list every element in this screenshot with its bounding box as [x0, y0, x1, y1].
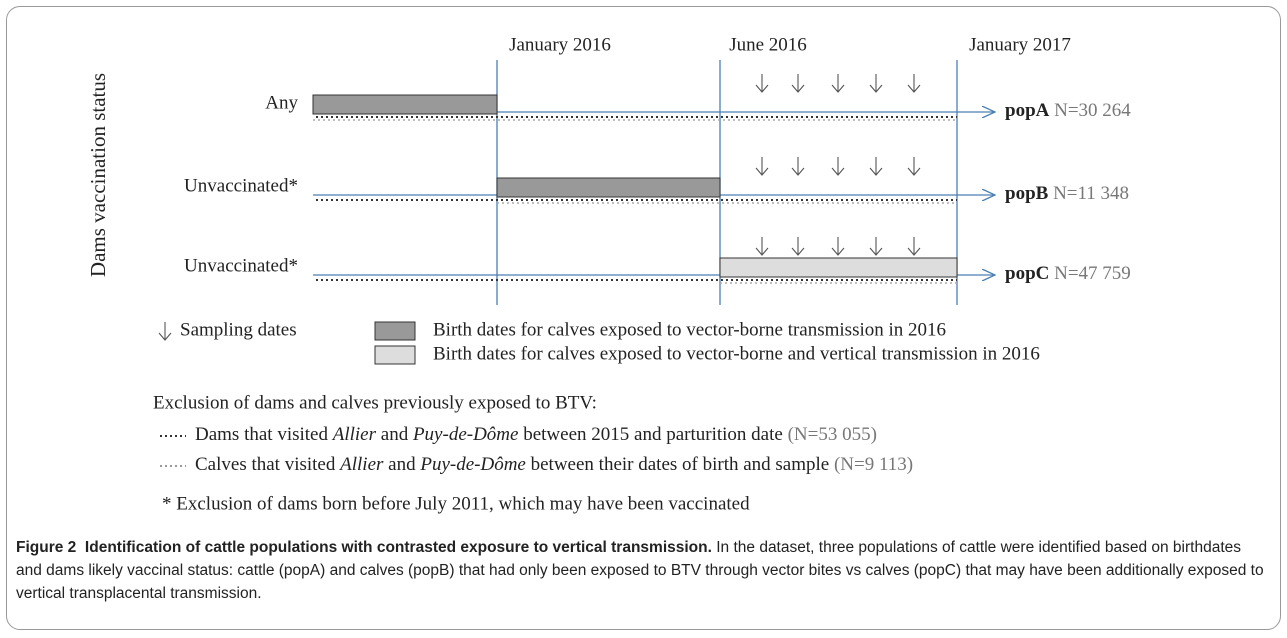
caption-text: In the dataset, three populations of cat…	[16, 539, 1264, 602]
sampling-arrow	[791, 247, 805, 256]
caption-label: Figure 2	[16, 539, 77, 556]
exclusion-segment: (N=9 113)	[834, 454, 913, 475]
population-count: N=47 759	[1054, 263, 1131, 284]
exclusion-segment: and	[376, 424, 413, 445]
timeline-label: January 2016	[509, 34, 611, 55]
population-name: popC	[1005, 263, 1049, 284]
exclusion-segment: between 2015 and parturition date	[518, 424, 787, 445]
figure-frame	[6, 6, 1281, 630]
sampling-arrow	[755, 84, 769, 93]
rows: Any popA N=30 264 Unvaccinated* popB N=11 3…	[184, 60, 1131, 305]
exclusion-segment: Dams that visited	[195, 424, 333, 445]
birth-period-bar	[312, 94, 498, 115]
sampling-arrow	[791, 167, 805, 176]
row-status: Any	[265, 92, 298, 113]
sampling-arrow	[869, 247, 883, 256]
exclusion-segment: Allier	[331, 424, 377, 445]
legend-label: Birth dates for calves exposed to vector…	[433, 343, 1040, 364]
exclusion-segment: Calves that visited	[195, 454, 340, 475]
sampling-arrow	[869, 84, 883, 93]
birth-period-bar	[719, 257, 958, 278]
sampling-arrow	[907, 247, 921, 256]
exclusion-segment: between their dates of birth and sample	[526, 454, 834, 475]
population-name: popA	[1005, 100, 1050, 121]
sampling-arrow	[831, 247, 845, 256]
sampling-arrow	[831, 167, 845, 176]
exclusion-item: Dams that visited Allier and Puy-de-Dôme…	[195, 424, 877, 445]
exclusion-title: Exclusion of dams and calves previously …	[153, 392, 597, 413]
timeline-label: June 2016	[729, 34, 807, 55]
y-axis-label: Dams vaccination status	[86, 73, 110, 277]
row-status: Unvaccinated*	[184, 255, 298, 276]
population-label: popB N=11 348	[1005, 183, 1129, 204]
sampling-arrow	[791, 84, 805, 93]
birth-period-bar	[496, 177, 721, 198]
exclusion-segment: Puy-de-Dôme	[412, 424, 519, 445]
caption-title: Identification of cattle populations wit…	[84, 539, 712, 556]
footnote: * Exclusion of dams born before July 201…	[162, 493, 750, 514]
population-name: popB	[1005, 183, 1049, 204]
sampling-arrow	[869, 167, 883, 176]
population-label: popC N=47 759	[1005, 263, 1131, 284]
sampling-arrow	[831, 84, 845, 93]
sampling-arrow	[907, 167, 921, 176]
exclusion-segment: Allier	[338, 454, 384, 475]
sampling-arrow	[755, 167, 769, 176]
legend-label: Birth dates for calves exposed to vector…	[433, 319, 946, 340]
exclusion-segment: and	[383, 454, 420, 475]
legend-light-bar	[374, 345, 416, 365]
sampling-arrow	[158, 332, 172, 341]
population-count: N=30 264	[1054, 100, 1131, 121]
exclusion-item: Calves that visited Allier and Puy-de-Dô…	[195, 454, 913, 475]
timeline-label: January 2017	[969, 34, 1071, 55]
sampling-arrow	[755, 247, 769, 256]
legend-dark-bar	[374, 321, 416, 341]
population-count: N=11 348	[1053, 183, 1129, 204]
row-status: Unvaccinated*	[184, 175, 298, 196]
exclusion-segment: Puy-de-Dôme	[419, 454, 526, 475]
diagram: Dams vaccination status January 2016 Jun…	[86, 34, 1131, 514]
caption: Figure 2 Identification of cattle popula…	[16, 536, 1271, 605]
sampling-arrow	[907, 84, 921, 93]
exclusion-segment: (N=53 055)	[788, 424, 877, 445]
legend: Sampling dates Birth dates for calves ex…	[158, 319, 1040, 365]
legend-label: Sampling dates	[180, 319, 297, 340]
population-label: popA N=30 264	[1005, 100, 1131, 121]
